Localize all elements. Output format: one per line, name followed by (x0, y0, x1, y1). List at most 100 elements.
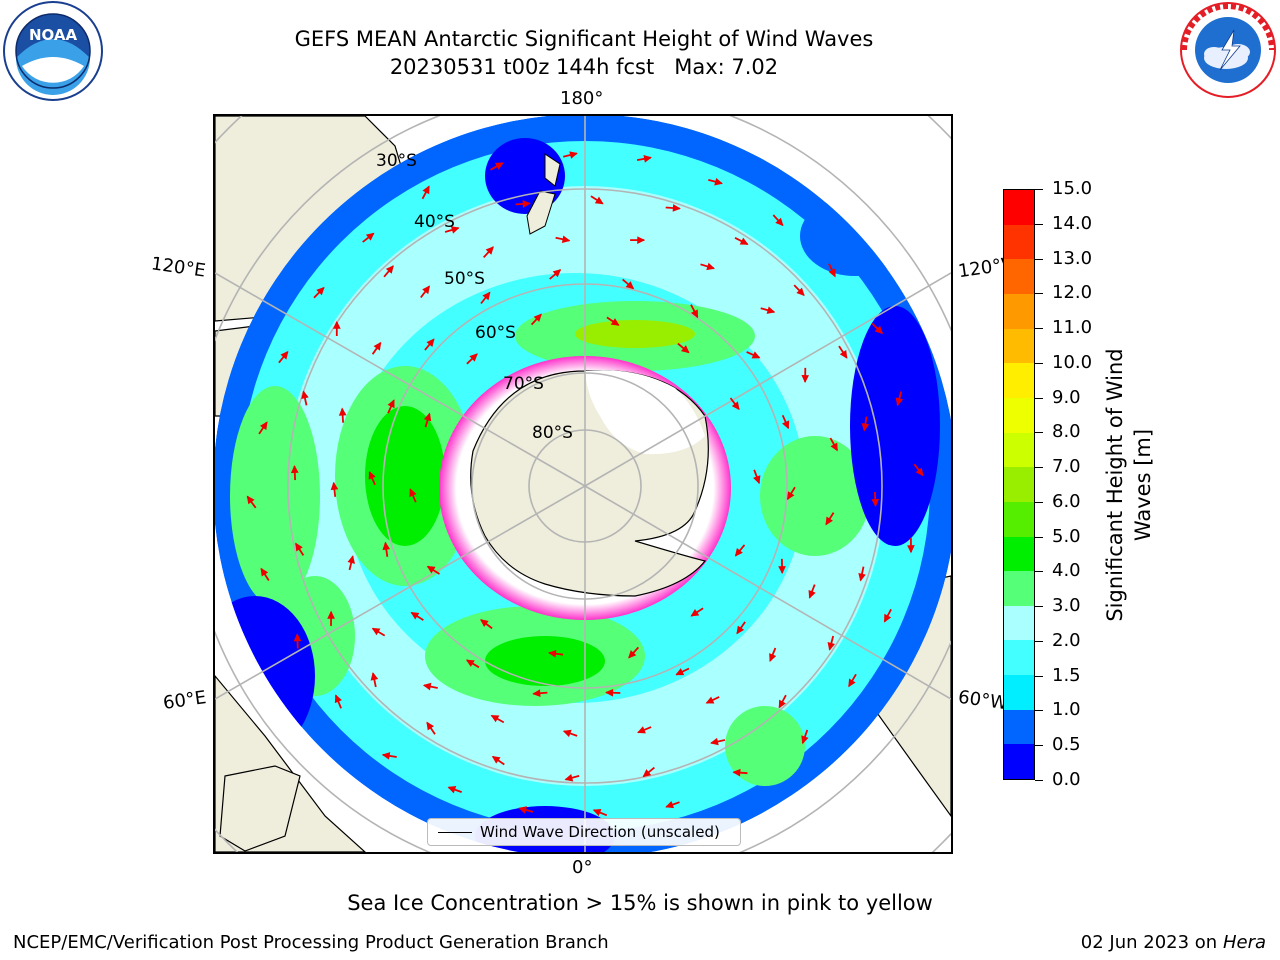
wave-arrow-head (368, 470, 376, 480)
colorbar-tick-label: 13.0 (1052, 247, 1093, 269)
date-text: 02 Jun 2023 on Hera (1081, 932, 1266, 953)
colorbar-tick (1035, 606, 1043, 608)
colorbar-segment (1004, 397, 1034, 433)
legend-line-sample (438, 831, 472, 833)
wave-arrow-head (426, 565, 436, 574)
wave-arrow-head (410, 611, 420, 620)
colorbar-tick (1035, 571, 1043, 573)
chart-subtitle: 20230531 t00z 144h fcst Max: 7.02 (389, 55, 779, 79)
colorbar-segment (1004, 432, 1034, 468)
colorbar-tick-label: 9.0 (1052, 386, 1081, 408)
colorbar-segment (1004, 571, 1034, 606)
wave-arrow-head (736, 625, 745, 635)
wave-arrow-head (387, 399, 395, 409)
wave-arrow-head (751, 351, 761, 359)
wave-arrow-head (766, 306, 776, 314)
colorbar-tick-label: 1.0 (1052, 699, 1081, 721)
map-canvas (215, 116, 951, 852)
colorbar-tick-label: 6.0 (1052, 490, 1081, 512)
wave-arrow-head (642, 769, 652, 778)
svg-text:NOAA: NOAA (29, 26, 78, 44)
wave-arrow-head (827, 642, 835, 651)
wave-arrow-head (469, 353, 478, 362)
wave-arrow-head (280, 350, 289, 360)
lon-label-60w: 60°W (956, 686, 1009, 715)
colorbar-tick (1035, 501, 1043, 503)
wave-arrow-head (858, 572, 866, 582)
wave-arrow-head (330, 481, 339, 491)
colorbar-title: Significant Height of Wind Waves [m] (1101, 320, 1157, 650)
wave-arrow-head (365, 232, 375, 241)
colorbar-tick-label: 7.0 (1052, 456, 1081, 478)
wave-arrow-head (532, 689, 541, 698)
wave-arrow-head (884, 613, 892, 623)
wave-arrow-head (561, 235, 571, 243)
wave-arrow-head (327, 610, 335, 619)
wave-arrow-head (548, 649, 557, 658)
wave-arrow-head (710, 737, 719, 746)
sea-ice-note: Sea Ice Concentration > 15% is shown in … (347, 891, 933, 915)
chart-title: GEFS MEAN Antarctic Significant Height o… (294, 27, 874, 51)
wave-arrow-head (643, 154, 652, 163)
colorbar-tick (1035, 397, 1043, 399)
wave-arrow-head (490, 715, 500, 723)
wave-arrow-head (422, 682, 432, 691)
wave-arrow-head (714, 178, 723, 186)
wave-arrow-head (552, 269, 562, 278)
colorbar-segment (1004, 224, 1034, 260)
wave-arrow-head (782, 420, 790, 430)
wave-arrow-head (373, 341, 382, 351)
wave-arrow-head (347, 555, 355, 564)
wave-arrow-head (422, 185, 430, 195)
wave-arrow-head (665, 800, 675, 809)
lat-label-50s: 50°S (444, 269, 485, 289)
nws-logo (1178, 0, 1278, 100)
colorbar (1003, 189, 1035, 780)
wave-arrow-head (769, 653, 777, 662)
colorbar-segment (1004, 709, 1034, 745)
colorbar-tick-label: 14.0 (1052, 212, 1093, 234)
graticule (215, 116, 951, 852)
colorbar-tick (1035, 780, 1043, 781)
colorbar-tick-label: 4.0 (1052, 560, 1081, 582)
wave-arrow-head (334, 694, 342, 704)
wave-arrow-head (675, 668, 685, 676)
colorbar-segment (1004, 259, 1034, 295)
wave-arrow-head (480, 619, 489, 628)
colorbar-tick-label: 8.0 (1052, 421, 1081, 443)
colorbar-segment (1004, 294, 1034, 329)
wave-arrow-head (637, 726, 646, 734)
wave-arrow-head (907, 545, 915, 554)
wave-arrow-head (260, 567, 269, 577)
colorbar-tick (1035, 258, 1043, 260)
colorbar-tick (1035, 293, 1043, 295)
lat-label-60s: 60°S (475, 323, 516, 343)
wave-arrow-head (491, 755, 501, 764)
wave-arrow-head (861, 423, 870, 432)
lat-label-70s: 70°S (503, 374, 544, 394)
colorbar-tick-label: 12.0 (1052, 282, 1093, 304)
wave-arrow-head (801, 374, 809, 384)
wave-arrow-head (681, 345, 690, 354)
lat-label-40s: 40°S (414, 212, 455, 232)
colorbar-segment (1004, 675, 1034, 710)
wave-arrow-head (295, 542, 303, 552)
wave-arrow-head (592, 809, 602, 817)
colorbar-segment (1004, 190, 1034, 225)
wave-arrow-head (482, 291, 491, 301)
lon-label-0: 0° (572, 857, 593, 878)
colorbar-tick (1035, 328, 1043, 330)
lat-label-80s: 80°S (532, 423, 573, 443)
colorbar-title-line2: Waves [m] (1131, 428, 1155, 542)
wave-arrow-head (801, 735, 809, 745)
wave-arrow-head (290, 465, 299, 474)
colorbar-tick (1035, 467, 1043, 469)
colorbar-tick-label: 10.0 (1052, 351, 1093, 373)
wave-arrow-head (605, 688, 614, 697)
wave-arrow-head (796, 287, 805, 297)
wave-arrow-head (828, 268, 836, 278)
colorbar-tick (1035, 675, 1043, 677)
wave-arrow-head (778, 699, 786, 709)
colorbar-tick (1035, 640, 1043, 642)
wave-arrow-head (447, 786, 457, 794)
